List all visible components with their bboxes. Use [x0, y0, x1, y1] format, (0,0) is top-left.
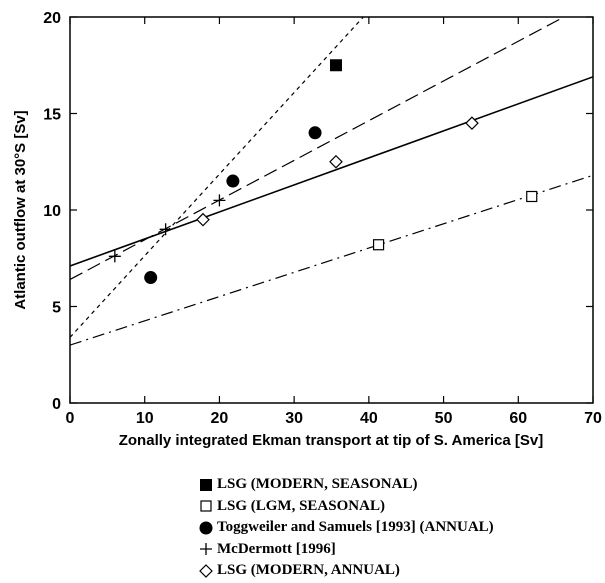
filled-square-legend-icon	[199, 477, 217, 493]
legend-label: LSG (MODERN, ANNUAL)	[217, 562, 400, 579]
long-dash-fit-line	[70, 2, 593, 280]
x-tick-label: 60	[509, 410, 527, 427]
open-diamond-point	[330, 156, 342, 168]
y-tick-label: 15	[43, 107, 61, 124]
open-square-point	[527, 191, 537, 201]
plus-legend-marker	[200, 543, 212, 555]
fit-lines	[70, 0, 593, 345]
open-diamond-legend-icon	[199, 563, 217, 579]
legend: LSG (MODERN, SEASONAL) LSG (LGM, SEASONAL…	[199, 474, 599, 582]
plus-point	[213, 194, 225, 206]
legend-item: LSG (MODERN, SEASONAL)	[199, 474, 599, 496]
legend-label: LSG (LGM, SEASONAL)	[217, 498, 385, 515]
legend-item: Toggweiler and Samuels [1993] (ANNUAL)	[199, 517, 599, 539]
x-tick-label: 50	[435, 410, 453, 427]
open-diamond-point	[197, 214, 209, 226]
plot-frame	[70, 17, 593, 403]
filled-square-legend-marker	[200, 479, 212, 491]
x-tick-label: 70	[584, 410, 602, 427]
data-points	[109, 59, 537, 284]
open-diamond-legend-marker	[200, 565, 212, 577]
y-tick-label: 10	[43, 203, 61, 220]
filled-circle-point	[144, 271, 157, 284]
open-square-legend-icon	[199, 498, 217, 514]
open-square-point	[374, 240, 384, 250]
legend-label: McDermott [1996]	[217, 541, 336, 558]
legend-item: McDermott [1996]	[199, 539, 599, 561]
x-tick-label: 10	[136, 410, 154, 427]
plus-legend-icon	[199, 541, 217, 557]
y-tick-label: 5	[52, 300, 61, 317]
x-tick-label: 40	[360, 410, 378, 427]
dash-dot-fit-line	[70, 175, 593, 345]
x-axis-title: Zonally integrated Ekman transport at ti…	[119, 432, 544, 449]
x-tick-label: 20	[211, 410, 229, 427]
x-tick-label: 0	[66, 410, 75, 427]
y-axis-title: Atlantic outflow at 30°S [Sv]	[12, 110, 29, 309]
filled-square-point	[330, 59, 342, 71]
legend-item: LSG (MODERN, ANNUAL)	[199, 560, 599, 582]
legend-label: Toggweiler and Samuels [1993] (ANNUAL)	[217, 519, 494, 536]
short-dash-fit-line	[70, 0, 593, 337]
y-tick-label: 20	[43, 10, 61, 27]
legend-item: LSG (LGM, SEASONAL)	[199, 496, 599, 518]
filled-circle-point	[309, 126, 322, 139]
open-square-legend-marker	[201, 501, 211, 511]
axis-ticks: 0 10 20 30 40 50 60 70 0 5 10 15 20	[43, 10, 602, 427]
legend-label: LSG (MODERN, SEASONAL)	[217, 476, 417, 493]
filled-circle-legend-marker	[200, 521, 213, 534]
y-tick-label: 0	[52, 396, 61, 413]
x-tick-label: 30	[285, 410, 303, 427]
filled-circle-legend-icon	[199, 520, 217, 536]
filled-circle-point	[226, 175, 239, 188]
